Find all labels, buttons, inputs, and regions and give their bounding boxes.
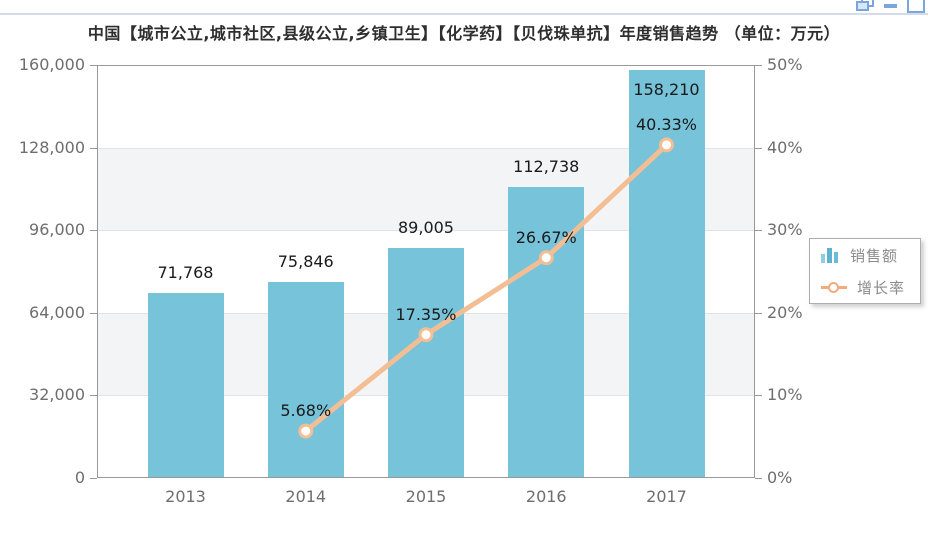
legend-label-sales: 销售额 — [850, 246, 899, 265]
growth-point[interactable] — [418, 327, 434, 343]
minimize-icon[interactable] — [884, 0, 897, 11]
line-series-marker-icon — [828, 281, 839, 293]
window-controls — [856, 0, 925, 13]
chart-title: 中国【城市公立,城市社区,县级公立,乡镇卫生】【化学药】【贝伐珠单抗】年度销售趋… — [87, 24, 841, 43]
line-series-icon — [821, 281, 847, 294]
left-axis-label: 128,000 — [18, 137, 85, 157]
left-axis-label: 160,000 — [18, 55, 85, 74]
x-axis-label: 2014 — [285, 487, 327, 506]
legend-item-growth[interactable]: 增长率 — [810, 271, 920, 303]
left-axis-tick — [90, 230, 97, 232]
bar-2014[interactable] — [267, 282, 344, 478]
right-axis-tick — [755, 312, 762, 314]
growth-line — [303, 142, 669, 434]
right-axis-label: 30% — [767, 220, 803, 240]
maximize-icon[interactable] — [907, 0, 925, 13]
restore-icon-front — [856, 1, 869, 11]
legend: 销售额 增长率 — [809, 238, 921, 304]
left-axis-label: 96,000 — [29, 220, 85, 240]
right-axis-label: 50% — [767, 55, 803, 74]
header-divider — [0, 13, 928, 15]
left-axis-label: 64,000 — [29, 302, 85, 322]
left-axis-tick — [90, 65, 97, 66]
growth-point[interactable] — [298, 423, 314, 439]
bar-value-label: 158,210 — [633, 79, 700, 99]
legend-label-growth: 增长率 — [857, 278, 906, 297]
right-axis-tick — [755, 65, 762, 66]
x-axis-label: 2013 — [165, 487, 206, 506]
legend-item-sales[interactable]: 销售额 — [810, 239, 920, 271]
bar-value-label: 71,768 — [157, 262, 214, 282]
left-axis-tick — [90, 478, 97, 479]
bar-value-label: 75,846 — [277, 252, 334, 272]
growth-value-label: 17.35% — [395, 304, 457, 324]
right-axis-tick — [755, 147, 762, 149]
right-axis-label: 0% — [767, 468, 793, 487]
x-axis-label: 2015 — [405, 487, 447, 506]
right-axis-label: 10% — [767, 385, 803, 405]
left-axis-label: 0 — [74, 468, 85, 487]
left-axis-label: 32,000 — [29, 385, 85, 405]
growth-point[interactable] — [538, 250, 554, 266]
growth-value-label: 5.68% — [280, 401, 332, 421]
left-axis-tick — [90, 147, 97, 149]
bar-value-label: 112,738 — [513, 156, 580, 176]
bar-series-icon — [821, 247, 840, 263]
right-axis-tick — [755, 230, 762, 232]
left-axis-tick — [90, 312, 97, 314]
x-axis-label: 2016 — [525, 487, 567, 506]
right-axis-tick — [755, 478, 762, 479]
x-axis-label: 2017 — [646, 487, 687, 506]
restore-icon[interactable] — [856, 0, 874, 11]
right-axis-label: 20% — [767, 302, 803, 322]
growth-point[interactable] — [659, 137, 674, 153]
left-axis-tick — [90, 395, 97, 397]
gridline — [97, 230, 755, 232]
bar-2013[interactable] — [147, 292, 224, 478]
bar-value-label: 89,005 — [398, 218, 454, 238]
right-axis-label: 40% — [767, 137, 803, 157]
bar-2015[interactable] — [388, 248, 464, 478]
growth-value-label: 40.33% — [635, 114, 697, 134]
right-axis-tick — [755, 395, 762, 397]
gridline — [97, 147, 755, 149]
growth-value-label: 26.67% — [515, 227, 577, 247]
